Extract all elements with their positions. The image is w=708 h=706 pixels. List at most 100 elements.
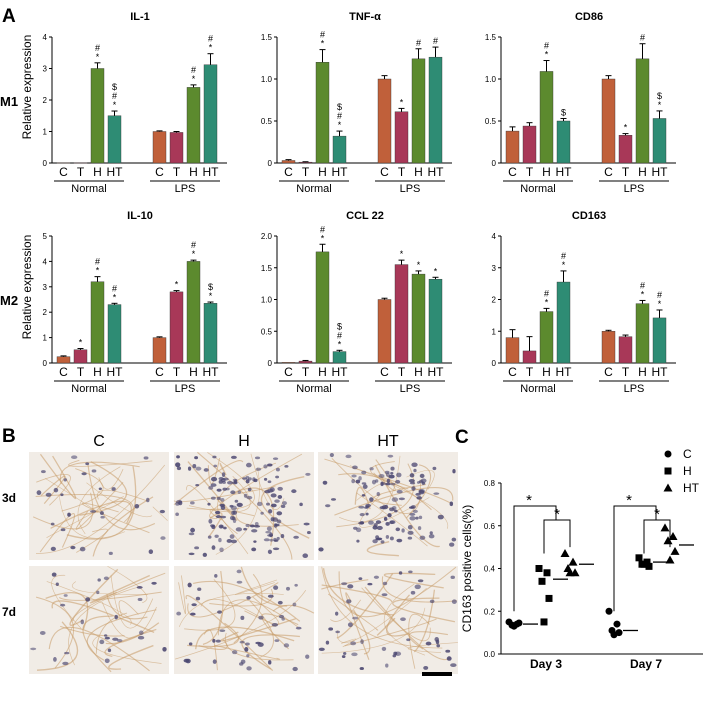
significance-mark: # (544, 288, 549, 298)
nucleus (63, 594, 68, 597)
fiber (101, 601, 157, 639)
nucleus (255, 641, 261, 645)
nucleus (230, 539, 237, 544)
nucleus (280, 504, 286, 508)
nucleus (355, 479, 361, 484)
scatter-ylabel: CD163 positive cells(%) (460, 505, 474, 632)
significance-mark: # (95, 257, 100, 267)
fiber (68, 459, 153, 467)
bar-t (618, 135, 633, 164)
point-square (664, 467, 672, 475)
fiber (50, 500, 132, 529)
nucleus (409, 473, 415, 478)
nucleus (266, 502, 270, 506)
fiber (373, 459, 396, 492)
y-tick-label: 1 (43, 334, 48, 343)
panel-label-a: A (2, 6, 16, 27)
nucleus (414, 584, 421, 590)
nucleus (245, 462, 252, 468)
category-label: T (398, 365, 406, 379)
significance-mark: # (433, 36, 438, 46)
nucleus (254, 522, 259, 527)
ylabel-row1: Relative expression (20, 35, 34, 140)
nucleus (175, 512, 179, 517)
nucleus (253, 525, 261, 528)
nucleus (276, 511, 283, 516)
nucleus (388, 474, 395, 479)
significance-mark: $ (657, 91, 662, 101)
y-tick-label: 4 (492, 232, 497, 241)
significance-mark: * (400, 249, 404, 259)
point-triangle (668, 531, 678, 540)
fiber (97, 489, 147, 502)
nucleus (210, 476, 218, 482)
nucleus (411, 462, 418, 468)
nucleus (391, 497, 399, 502)
nucleus (345, 454, 352, 459)
y-tick-label: 1.5 (485, 33, 497, 42)
fiber (89, 574, 151, 604)
nucleus (99, 511, 104, 515)
fiber (48, 626, 150, 672)
nucleus (353, 526, 358, 530)
nucleus (395, 479, 401, 484)
nucleus (220, 497, 225, 502)
nucleus (207, 535, 212, 539)
category-label: HT (332, 165, 349, 179)
fiber (66, 466, 137, 540)
fiber (215, 467, 260, 555)
nucleus (275, 475, 280, 479)
category-label: C (604, 365, 613, 379)
nucleus (263, 477, 268, 481)
fiber (364, 586, 451, 661)
nucleus (274, 639, 280, 642)
nucleus (413, 468, 417, 473)
nucleus (328, 627, 334, 631)
nucleus (237, 490, 242, 494)
fiber (381, 576, 457, 603)
nucleus (269, 538, 274, 542)
fiber (321, 584, 393, 603)
nucleus (41, 470, 46, 474)
significance-mark: * (400, 97, 404, 107)
nucleus (212, 638, 216, 643)
nucleus (376, 537, 383, 541)
bar-h (186, 261, 201, 364)
y-tick-label: 1.5 (261, 33, 273, 42)
nucleus (207, 502, 211, 506)
nucleus (30, 647, 37, 651)
y-tick-label: 2.0 (261, 232, 273, 241)
nucleus (390, 482, 396, 486)
fiber (173, 460, 244, 506)
nucleus (274, 499, 280, 503)
fiber (244, 596, 280, 625)
nucleus (210, 483, 217, 487)
nucleus (423, 665, 429, 670)
nucleus (396, 538, 403, 543)
nucleus (360, 639, 364, 645)
significance-mark: * (209, 43, 213, 53)
nucleus (190, 501, 195, 505)
nucleus (369, 467, 374, 471)
nucleus (369, 497, 374, 502)
nucleus (446, 656, 452, 661)
nucleus (270, 517, 275, 522)
y-tick-label: 4 (43, 257, 48, 266)
scatter-legend-item: C (664, 447, 692, 461)
significance-mark: # (191, 65, 196, 75)
bar-t (298, 161, 313, 164)
micrograph-3d-HT (318, 452, 458, 560)
significance-mark: * (96, 52, 100, 62)
bar-c (281, 362, 296, 364)
nucleus (188, 552, 195, 556)
y-tick-label: 3 (43, 65, 48, 74)
nucleus (226, 539, 232, 543)
point-circle (515, 619, 523, 627)
nucleus (146, 497, 150, 503)
nucleus (292, 602, 297, 607)
scatter-legend-label: C (683, 447, 692, 461)
nucleus (273, 585, 279, 590)
nucleus (194, 456, 199, 460)
